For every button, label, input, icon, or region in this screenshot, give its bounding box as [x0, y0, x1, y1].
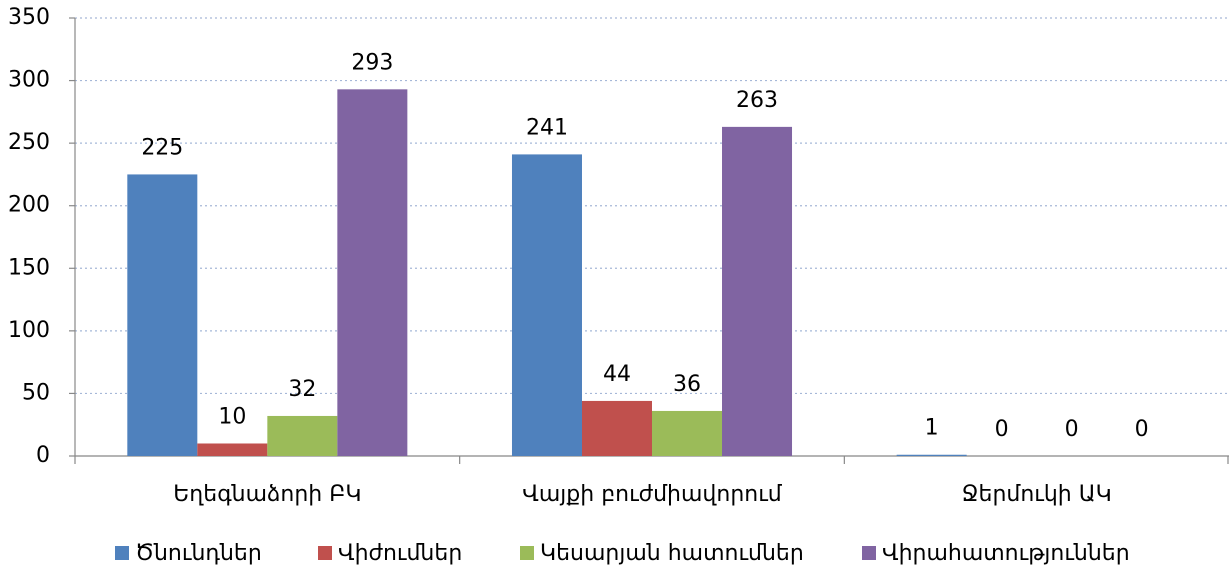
data-label: 241 — [526, 115, 568, 140]
legend-label: Վիրահատություններ — [882, 541, 1130, 566]
x-tick-label: Եղեգնաձորի ԲԿ — [173, 482, 361, 507]
y-tick-label: 100 — [8, 318, 50, 343]
y-tick-label: 300 — [8, 68, 50, 93]
y-tick-label: 350 — [8, 5, 50, 30]
legend-swatch — [318, 546, 332, 560]
data-label: 36 — [673, 372, 701, 397]
legend-swatch — [520, 546, 534, 560]
y-tick-label: 250 — [8, 130, 50, 155]
legend-label: Ծնունդներ — [135, 541, 262, 566]
x-tick-label: Ջերմուկի ԱԿ — [962, 482, 1112, 507]
data-label: 0 — [995, 417, 1009, 442]
bar — [722, 126, 793, 457]
data-label: 263 — [736, 88, 778, 113]
legend-swatch — [862, 546, 876, 560]
legend-swatch — [115, 546, 129, 560]
bar — [896, 454, 967, 456]
legend-label: Վիժումներ — [338, 541, 462, 566]
y-tick-label: 50 — [22, 380, 50, 405]
bar — [197, 443, 268, 456]
bar — [581, 400, 652, 456]
data-label: 0 — [1135, 417, 1149, 442]
bar — [127, 174, 198, 456]
legend-label: Կեսարյան հատումներ — [540, 541, 804, 566]
bar — [267, 415, 338, 456]
y-tick-label: 150 — [8, 255, 50, 280]
data-label: 1 — [925, 416, 939, 441]
data-label: 32 — [288, 377, 316, 402]
y-tick-label: 0 — [36, 443, 50, 468]
data-label: 225 — [141, 135, 183, 160]
bar — [337, 89, 408, 457]
data-label: 10 — [218, 404, 246, 429]
y-tick-label: 200 — [8, 193, 50, 218]
data-label: 0 — [1065, 417, 1079, 442]
data-label: 44 — [603, 362, 631, 387]
bar — [652, 410, 723, 456]
x-tick-label: Վայքի բուժմիավորում — [522, 482, 782, 507]
bar — [511, 154, 582, 457]
data-label: 293 — [351, 50, 393, 75]
